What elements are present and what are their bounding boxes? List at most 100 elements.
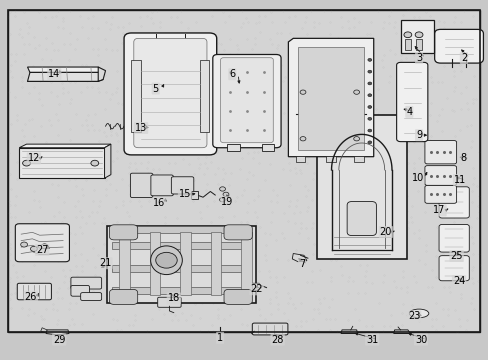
Circle shape [300,90,305,94]
Text: 8: 8 [460,153,466,163]
FancyBboxPatch shape [158,297,181,307]
Bar [400,21,433,53]
Polygon shape [41,328,47,332]
Text: 17: 17 [432,206,445,216]
FancyBboxPatch shape [15,224,69,262]
Text: 21: 21 [99,258,111,268]
FancyBboxPatch shape [396,62,427,141]
FancyBboxPatch shape [130,173,153,198]
Circle shape [353,136,359,141]
Text: 29: 29 [53,334,65,345]
FancyBboxPatch shape [71,285,89,296]
Text: 7: 7 [298,259,305,269]
FancyBboxPatch shape [109,289,138,305]
Bar [119,232,130,296]
Circle shape [367,141,371,144]
Polygon shape [298,47,363,149]
Bar [404,39,410,50]
Polygon shape [98,67,105,81]
Bar [112,265,250,272]
Text: 16: 16 [153,198,165,208]
Text: 22: 22 [250,284,263,294]
Text: 13: 13 [135,123,147,133]
Text: 19: 19 [221,197,233,207]
Circle shape [367,105,371,108]
FancyBboxPatch shape [252,323,287,335]
Polygon shape [292,253,306,262]
Bar [241,232,251,296]
Circle shape [367,58,371,61]
FancyBboxPatch shape [434,30,483,63]
Polygon shape [199,60,209,132]
FancyBboxPatch shape [424,166,456,185]
Text: 1: 1 [217,333,223,343]
Text: 3: 3 [415,53,421,63]
Circle shape [223,192,228,197]
FancyBboxPatch shape [81,293,102,301]
Polygon shape [246,283,261,291]
Text: 24: 24 [452,276,464,286]
Text: 4: 4 [406,107,411,117]
Circle shape [367,70,371,73]
Text: 10: 10 [410,173,423,183]
Polygon shape [104,144,111,178]
Text: 20: 20 [379,227,391,237]
Bar [353,156,363,162]
Circle shape [414,32,422,38]
Text: 18: 18 [167,293,180,303]
FancyBboxPatch shape [151,175,173,196]
FancyBboxPatch shape [71,277,102,289]
Bar [295,156,305,162]
FancyBboxPatch shape [224,289,252,305]
FancyBboxPatch shape [212,54,281,148]
Ellipse shape [408,309,428,318]
FancyBboxPatch shape [171,177,193,194]
Bar [415,39,421,50]
FancyBboxPatch shape [424,185,456,203]
Bar [316,116,406,259]
Text: 30: 30 [414,334,426,345]
Text: 9: 9 [415,130,421,140]
Circle shape [156,252,177,268]
Circle shape [367,82,371,85]
Text: 12: 12 [28,153,40,163]
Circle shape [300,136,305,141]
Circle shape [30,246,37,251]
Circle shape [219,198,225,202]
Text: 23: 23 [407,311,420,321]
Circle shape [41,244,48,249]
Polygon shape [19,144,111,148]
Bar [325,156,335,162]
Polygon shape [190,191,198,199]
FancyBboxPatch shape [124,33,216,155]
FancyBboxPatch shape [109,225,138,240]
Circle shape [403,32,411,38]
Bar [210,232,221,296]
Circle shape [219,187,225,191]
Circle shape [20,242,27,247]
FancyBboxPatch shape [438,225,468,252]
Polygon shape [261,144,273,151]
Circle shape [91,160,99,166]
Bar [107,226,255,303]
Text: 28: 28 [271,334,283,345]
Text: 31: 31 [366,334,378,345]
Polygon shape [340,330,357,333]
FancyBboxPatch shape [220,58,273,143]
FancyBboxPatch shape [224,225,252,240]
Bar [112,287,250,294]
Polygon shape [27,67,101,72]
Circle shape [367,94,371,96]
FancyBboxPatch shape [438,187,468,218]
Text: 25: 25 [449,251,462,261]
Polygon shape [227,144,239,151]
FancyBboxPatch shape [424,140,456,164]
Polygon shape [46,330,69,335]
Text: 2: 2 [460,53,466,63]
Circle shape [367,129,371,132]
Text: 15: 15 [179,189,191,199]
Polygon shape [393,330,409,333]
Bar [112,226,250,233]
FancyBboxPatch shape [134,39,206,148]
Text: 6: 6 [229,69,235,79]
